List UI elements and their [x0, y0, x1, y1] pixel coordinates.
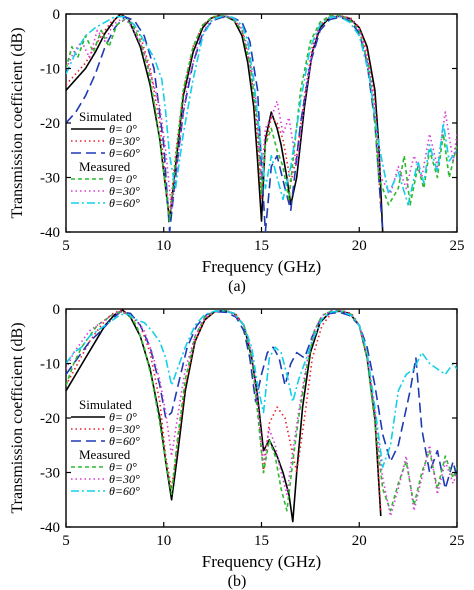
x-tick-label: 25	[450, 238, 465, 254]
x-tick-label: 5	[62, 533, 70, 549]
y-tick-label: -20	[40, 116, 60, 132]
y-tick-label: -40	[40, 225, 60, 241]
x-tick-label: 25	[450, 533, 465, 549]
x-axis-label: Frequency (GHz)	[202, 257, 321, 276]
legend-entry-label: θ=60°	[109, 196, 140, 210]
y-tick-label: 0	[53, 7, 61, 23]
legend-group-label: Simulated	[79, 397, 132, 412]
series-line-meas-60	[66, 15, 457, 206]
legend-entry-label: θ= 0°	[109, 172, 137, 186]
panel-caption: (a)	[228, 278, 246, 295]
y-tick-label: 0	[53, 302, 61, 318]
x-axis-label: Frequency (GHz)	[202, 552, 321, 571]
x-tick-label: 20	[352, 238, 367, 254]
y-tick-label: -10	[40, 357, 60, 373]
legend-group-label: Measured	[79, 159, 131, 174]
plot-area	[65, 308, 458, 528]
panel-caption: (b)	[228, 573, 247, 590]
legend-entry-label: θ= 0°	[109, 460, 137, 474]
y-tick-label: -20	[40, 411, 60, 427]
legend-entry-label: θ=60°	[109, 146, 140, 160]
x-tick-label: 5	[62, 238, 70, 254]
series-line-sim-60	[66, 310, 457, 490]
legend-entry-label: θ= 0°	[109, 410, 137, 424]
y-axis-label: Transmission coefficient (dB)	[9, 322, 26, 513]
legend-entry-label: θ=60°	[109, 434, 140, 448]
legend-entry-label: θ=30°	[109, 184, 140, 198]
series-line-meas-60	[66, 309, 457, 468]
y-tick-label: -30	[40, 466, 60, 482]
legend-entry-label: θ=30°	[109, 422, 140, 436]
panel-a: 5 10 15 20 25 0 -10 -20 -30 -40 Frequency (GHz) Tra…	[9, 7, 465, 295]
x-tick-label: 20	[352, 533, 367, 549]
y-tick-label: -40	[40, 520, 60, 536]
legend-group-label: Simulated	[79, 109, 132, 124]
series-line-meas-0	[66, 14, 457, 222]
x-tick-label: 15	[254, 533, 269, 549]
y-tick-label: -10	[40, 62, 60, 78]
legend-entry-label: θ=30°	[109, 134, 140, 148]
legend-entry-label: θ=30°	[109, 472, 140, 486]
series-group	[66, 14, 457, 232]
y-axis-label: Transmission coefficient (dB)	[9, 27, 26, 218]
legend-entry-label: θ= 0°	[109, 122, 137, 136]
series-line-sim-60	[66, 15, 384, 232]
x-tick-label: 10	[156, 533, 171, 549]
x-tick-label: 15	[254, 238, 269, 254]
x-tick-label: 10	[156, 238, 171, 254]
legend-entry-label: θ=60°	[109, 484, 140, 498]
series-group	[66, 309, 457, 523]
y-tick-label: -30	[40, 171, 60, 187]
series-line-meas-0	[66, 309, 457, 512]
legend-group-label: Measured	[79, 447, 131, 462]
panel-b: 5 10 15 20 25 0 -10 -20 -30 -40 Frequency (GHz) Tra…	[9, 302, 465, 590]
